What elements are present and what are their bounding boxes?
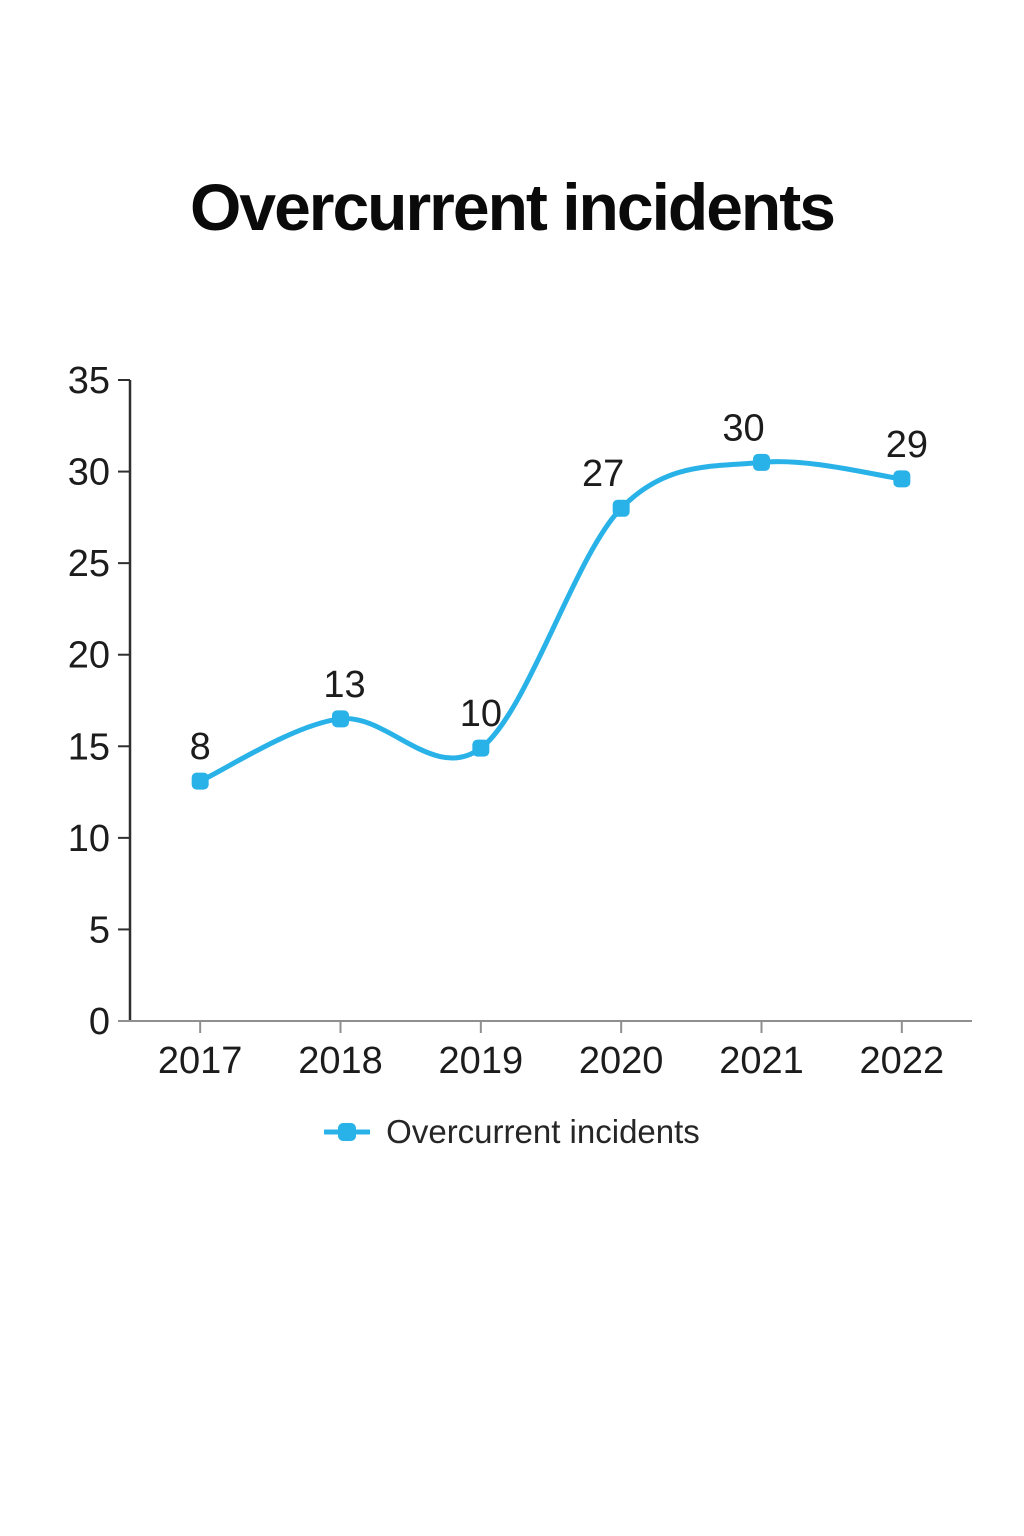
data-point-marker (753, 453, 770, 471)
x-tick-label: 2018 (298, 1040, 383, 1082)
x-tick-label: 2021 (719, 1040, 804, 1082)
y-tick-label: 35 (68, 360, 110, 402)
x-tick-label: 2019 (439, 1040, 524, 1082)
data-point-label: 30 (722, 407, 764, 449)
y-tick-label: 0 (89, 1001, 110, 1043)
data-point-marker (191, 772, 209, 790)
y-tick-label: 5 (89, 909, 110, 951)
y-tick-label: 10 (68, 818, 110, 860)
x-tick-label: 2020 (579, 1040, 664, 1082)
data-point-label: 10 (460, 693, 502, 735)
y-tick-label: 15 (68, 726, 110, 768)
data-point-label: 29 (886, 424, 928, 466)
y-tick-label: 20 (68, 635, 110, 677)
data-point-marker (893, 470, 911, 488)
data-point-marker (472, 739, 490, 757)
legend-marker-icon (324, 1123, 371, 1141)
x-tick-label: 2017 (158, 1040, 243, 1082)
data-point-label: 13 (323, 664, 365, 706)
legend-label: Overcurrent incidents (386, 1113, 700, 1150)
series-line (197, 459, 905, 784)
y-tick-label: 30 (68, 452, 110, 494)
legend: Overcurrent incidents (0, 1108, 1024, 1156)
y-tick-label: 25 (68, 543, 110, 585)
data-point-label: 8 (190, 726, 211, 768)
x-tick-label: 2022 (860, 1040, 945, 1082)
data-point-label: 27 (582, 453, 624, 495)
data-point-marker (332, 710, 349, 728)
data-point-marker (612, 499, 630, 517)
chart-title: Overcurrent incidents (190, 170, 836, 244)
